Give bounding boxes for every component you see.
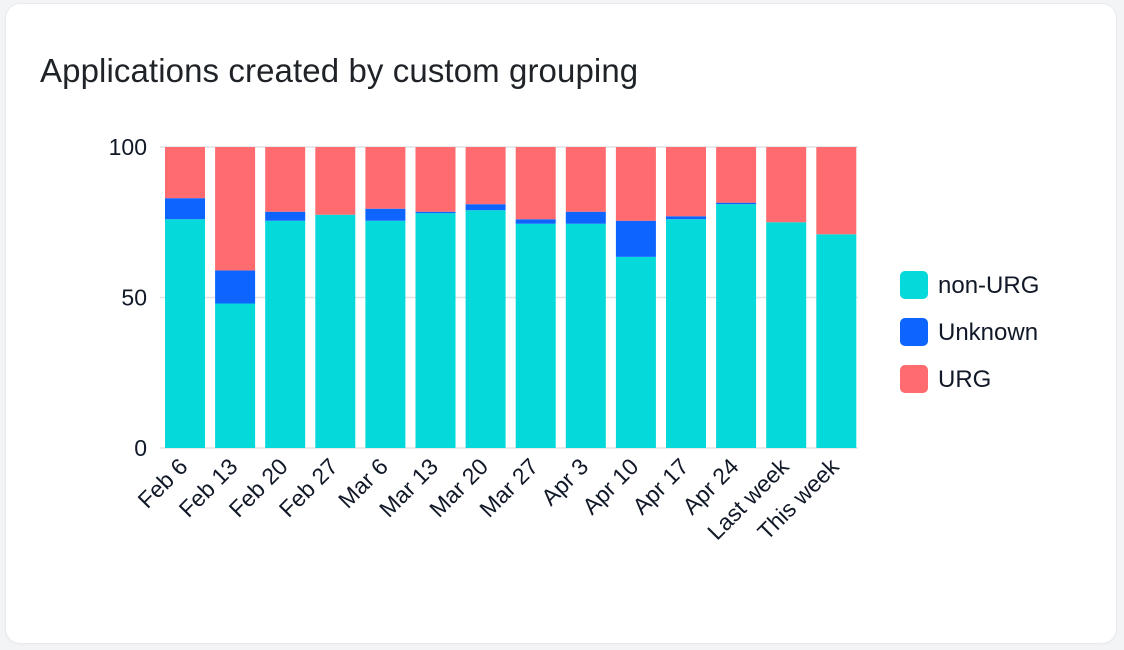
bar-segment-unknown[interactable] <box>215 270 256 304</box>
bar-segment-non-urg[interactable] <box>716 204 757 448</box>
bar-segment-non-urg[interactable] <box>615 256 656 448</box>
bar-segment-non-urg[interactable] <box>465 210 506 448</box>
chart-title: Applications created by custom grouping <box>40 52 639 89</box>
bar-segment-unknown[interactable] <box>365 208 406 221</box>
bar-segment-urg[interactable] <box>465 147 506 205</box>
bar-segment-unknown[interactable] <box>265 211 306 221</box>
bar-segment-urg[interactable] <box>615 147 656 221</box>
bar-segment-urg[interactable] <box>365 147 406 209</box>
bar-segment-non-urg[interactable] <box>415 213 456 448</box>
legend: non-URG Unknown URG <box>900 271 1039 393</box>
bar-segment-non-urg[interactable] <box>565 223 606 448</box>
legend-label-urg[interactable]: URG <box>938 366 991 393</box>
bar-segment-unknown[interactable] <box>415 211 456 214</box>
bar-segment-unknown[interactable] <box>666 216 706 220</box>
legend-label-non-urg[interactable]: non-URG <box>938 272 1039 299</box>
bar-segment-non-urg[interactable] <box>165 219 205 448</box>
bar-segment-unknown[interactable] <box>565 211 606 224</box>
y-tick-label: 100 <box>109 134 147 160</box>
bar-segment-urg[interactable] <box>666 147 706 217</box>
legend-label-unknown[interactable]: Unknown <box>938 319 1038 346</box>
bars <box>165 147 857 448</box>
bar-segment-non-urg[interactable] <box>766 222 807 448</box>
legend-swatch-urg[interactable] <box>900 365 928 393</box>
x-tick-label: Apr 10 <box>577 453 643 519</box>
bar-segment-unknown[interactable] <box>165 198 205 220</box>
bar-segment-unknown[interactable] <box>716 202 757 205</box>
bar-segment-non-urg[interactable] <box>365 220 406 448</box>
bar-segment-non-urg[interactable] <box>265 220 306 448</box>
x-tick-label: Apr 17 <box>627 453 693 519</box>
legend-swatch-unknown[interactable] <box>900 318 928 346</box>
bar-segment-urg[interactable] <box>515 147 556 220</box>
bar-segment-urg[interactable] <box>315 147 356 215</box>
bar-segment-non-urg[interactable] <box>315 214 356 448</box>
bar-segment-urg[interactable] <box>816 147 857 235</box>
bar-segment-non-urg[interactable] <box>666 219 706 448</box>
bar-segment-urg[interactable] <box>415 147 456 212</box>
bar-segment-non-urg[interactable] <box>215 303 256 448</box>
bar-segment-unknown[interactable] <box>515 219 556 224</box>
bar-segment-urg[interactable] <box>265 147 306 212</box>
bar-segment-unknown[interactable] <box>615 220 656 257</box>
y-tick-label: 50 <box>121 285 147 311</box>
bar-segment-unknown[interactable] <box>465 204 506 211</box>
y-tick-label: 0 <box>134 435 147 461</box>
bar-segment-non-urg[interactable] <box>515 223 556 448</box>
bar-segment-urg[interactable] <box>716 147 757 203</box>
bar-segment-urg[interactable] <box>766 147 807 223</box>
bar-segment-urg[interactable] <box>565 147 606 212</box>
bar-segment-non-urg[interactable] <box>816 234 857 448</box>
y-axis-ticks: 0 50 100 <box>109 134 147 461</box>
bar-segment-urg[interactable] <box>165 147 205 199</box>
bar-segment-urg[interactable] <box>215 147 256 271</box>
legend-swatch-non-urg[interactable] <box>900 271 928 299</box>
